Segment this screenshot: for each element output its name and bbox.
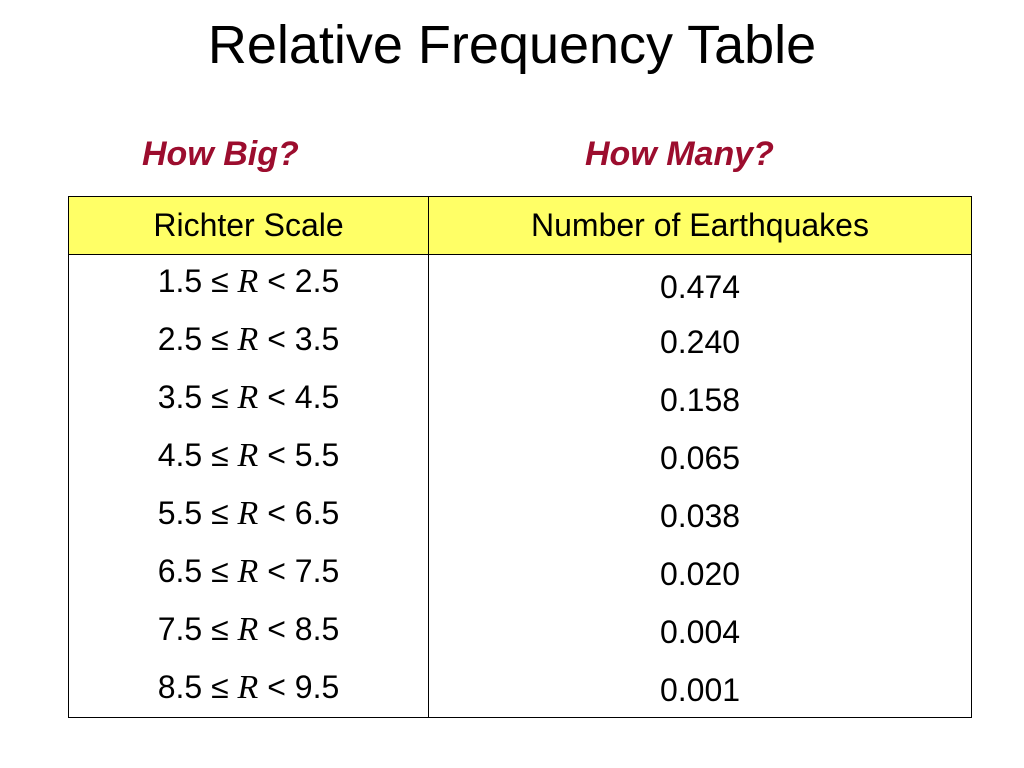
le-symbol: ≤ [211,495,229,531]
range-high: 2.5 [294,263,340,299]
column-divider [428,197,429,717]
r-variable: R [237,321,259,358]
range-low: 4.5 [157,437,203,473]
relative-frequency-cell: 0.020 [659,556,741,592]
relative-frequency-cell: 0.038 [659,498,741,534]
range-low: 2.5 [157,321,203,357]
range-low: 3.5 [157,379,203,415]
lt-symbol: < [267,495,286,531]
lt-symbol: < [267,321,286,357]
lt-symbol: < [267,379,286,415]
range-low: 6.5 [157,553,203,589]
table-body: 1.5 ≤ R < 2.5 0.474 2.5 ≤ R < 3.5 0.240 … [69,255,971,719]
le-symbol: ≤ [211,379,229,415]
lt-symbol: < [267,669,286,705]
relative-frequency-table: Richter Scale Number of Earthquakes 1.5 … [68,196,972,718]
table-header-row: Richter Scale Number of Earthquakes [69,197,971,255]
table-row: 5.5 ≤ R < 6.5 0.038 [69,487,971,545]
le-symbol: ≤ [211,553,229,589]
relative-frequency-cell: 0.240 [659,324,741,360]
r-variable: R [237,669,259,706]
richter-range-cell: 4.5 ≤ R < 5.5 [69,429,428,487]
richter-range-cell: 8.5 ≤ R < 9.5 [69,661,428,719]
range-high: 9.5 [294,669,340,705]
table-row: 1.5 ≤ R < 2.5 0.474 [69,255,971,313]
header-richter-scale: Richter Scale [153,207,344,243]
table-row: 8.5 ≤ R < 9.5 0.001 [69,661,971,719]
relative-frequency-cell: 0.474 [659,269,741,305]
relative-frequency-cell: 0.004 [659,614,741,650]
relative-frequency-cell: 0.065 [659,440,741,476]
table-row: 4.5 ≤ R < 5.5 0.065 [69,429,971,487]
le-symbol: ≤ [211,263,229,299]
richter-range-cell: 7.5 ≤ R < 8.5 [69,603,428,661]
lt-symbol: < [267,263,286,299]
header-number-of-earthquakes: Number of Earthquakes [531,207,869,243]
richter-range-cell: 1.5 ≤ R < 2.5 [69,255,428,313]
le-symbol: ≤ [211,321,229,357]
r-variable: R [237,611,259,648]
range-low: 7.5 [157,611,203,647]
le-symbol: ≤ [211,669,229,705]
richter-range-cell: 2.5 ≤ R < 3.5 [69,313,428,371]
lt-symbol: < [267,437,286,473]
range-high: 4.5 [294,379,340,415]
table-row: 2.5 ≤ R < 3.5 0.240 [69,313,971,371]
relative-frequency-cell: 0.158 [659,382,741,418]
subhead-how-big: How Big? [142,135,299,173]
relative-frequency-cell: 0.001 [659,672,741,708]
subhead-how-many: How Many? [585,135,774,173]
table-row: 6.5 ≤ R < 7.5 0.020 [69,545,971,603]
range-low: 5.5 [157,495,203,531]
r-variable: R [237,553,259,590]
table-row: 3.5 ≤ R < 4.5 0.158 [69,371,971,429]
range-high: 7.5 [294,553,340,589]
r-variable: R [237,379,259,416]
r-variable: R [237,263,259,300]
lt-symbol: < [267,611,286,647]
slide-title: Relative Frequency Table [207,15,817,75]
range-low: 8.5 [157,669,203,705]
table-row: 7.5 ≤ R < 8.5 0.004 [69,603,971,661]
r-variable: R [237,437,259,474]
le-symbol: ≤ [211,611,229,647]
lt-symbol: < [267,553,286,589]
richter-range-cell: 3.5 ≤ R < 4.5 [69,371,428,429]
le-symbol: ≤ [211,437,229,473]
range-high: 5.5 [294,437,340,473]
richter-range-cell: 5.5 ≤ R < 6.5 [69,487,428,545]
r-variable: R [237,495,259,532]
range-low: 1.5 [157,263,203,299]
range-high: 8.5 [294,611,340,647]
range-high: 3.5 [294,321,340,357]
range-high: 6.5 [294,495,340,531]
richter-range-cell: 6.5 ≤ R < 7.5 [69,545,428,603]
